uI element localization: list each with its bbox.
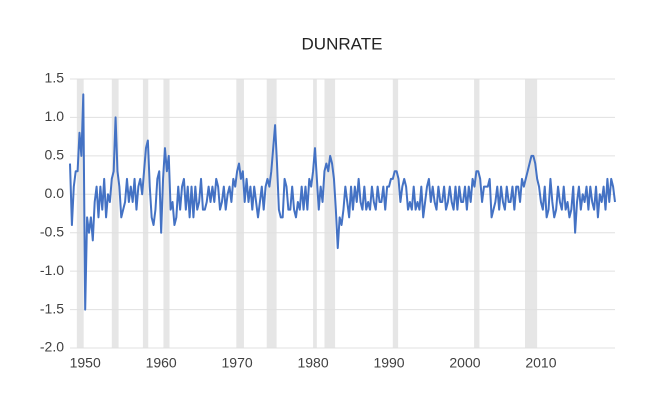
x-tick-label: 1980 — [297, 355, 328, 371]
x-tick-label: 1970 — [222, 355, 253, 371]
recession-band — [76, 79, 84, 348]
recession-band — [474, 79, 480, 348]
recession-band — [111, 79, 119, 348]
y-tick-label: -1.0 — [40, 262, 64, 278]
x-tick-label: 2000 — [449, 355, 480, 371]
series-line — [69, 93, 616, 311]
plot — [69, 93, 616, 311]
x-tick-label: 1950 — [70, 355, 101, 371]
recession-band — [163, 79, 170, 348]
recession-band — [142, 79, 149, 348]
x-tick-label: 1990 — [373, 355, 404, 371]
x-tick-label: 2010 — [525, 355, 556, 371]
y-tick-label: -2.0 — [40, 339, 64, 355]
recession-band — [524, 79, 538, 348]
recession-band — [324, 79, 336, 348]
recession-band — [266, 79, 277, 348]
grid: -2.0 -1.5 -1.0 -0.5 0.0 0.5 1.0 1.5 1950 1960 1970… — [40, 70, 615, 371]
y-tick-label: -0.5 — [40, 223, 64, 239]
chart-title: DUNRATE — [302, 34, 383, 53]
y-tick-label: 0.0 — [45, 185, 65, 201]
recession-band — [236, 79, 244, 348]
y-tick-label: 1.5 — [45, 70, 65, 86]
recession-bands — [76, 79, 538, 348]
x-tick-label: 1960 — [146, 355, 177, 371]
recession-band — [392, 79, 399, 348]
y-tick-label: 1.0 — [45, 108, 65, 124]
recession-band — [313, 79, 317, 348]
y-tick-label: -1.5 — [40, 300, 64, 316]
y-tick-label: 0.5 — [45, 147, 65, 163]
